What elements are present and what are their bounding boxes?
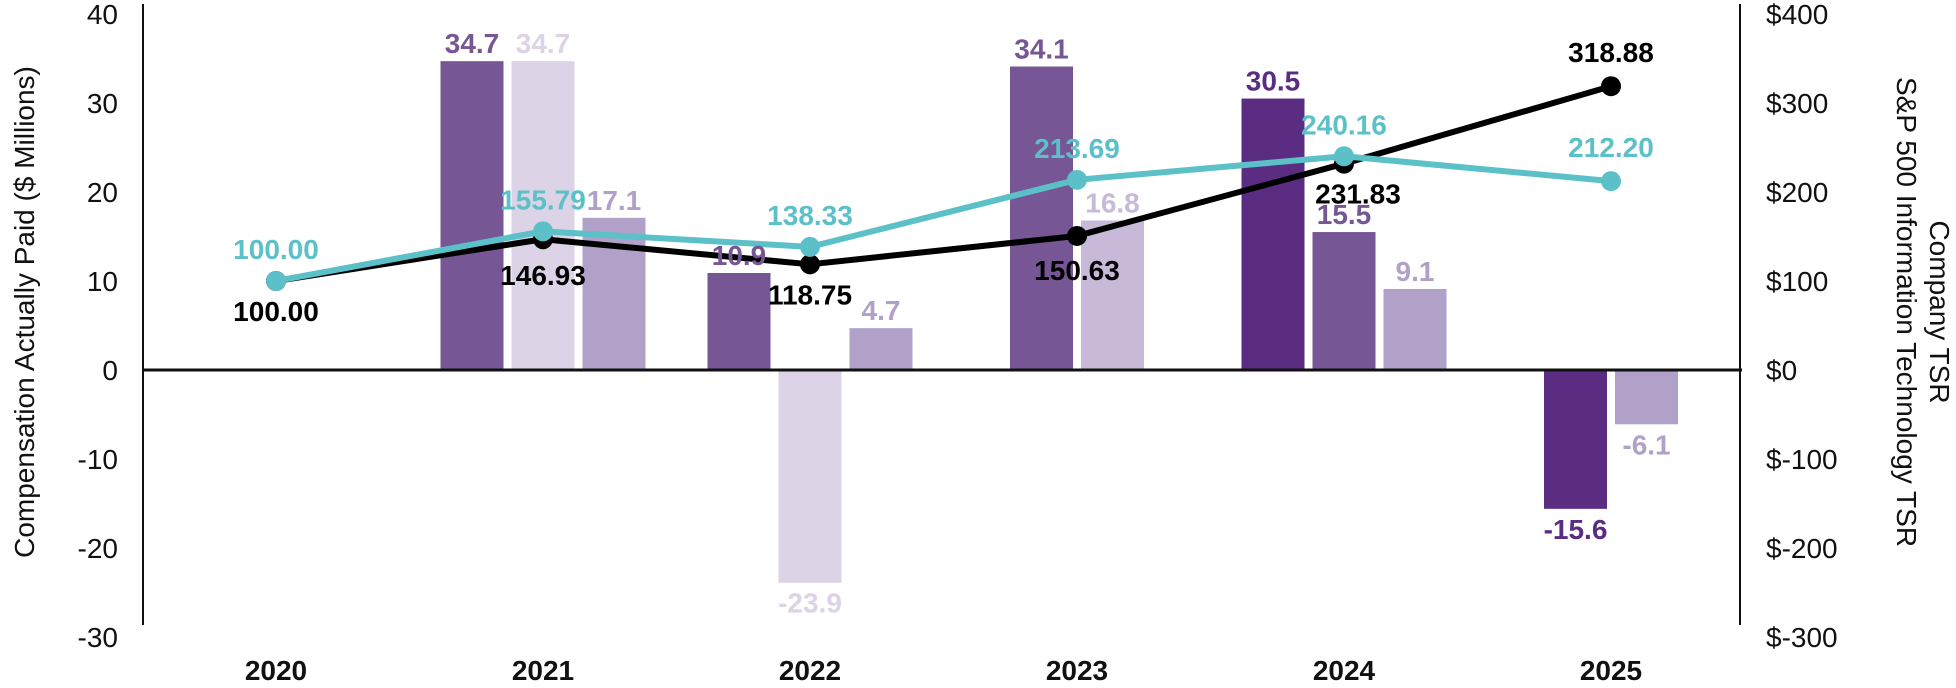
- right-axis-title-sp500-it-tsr: S&P 500 Information Technology TSR: [1891, 77, 1922, 547]
- bar-value-label: 17.1: [587, 185, 642, 216]
- x-tick-label: 2020: [245, 655, 307, 686]
- point-value-label: 146.93: [500, 260, 586, 291]
- series-point: [266, 271, 286, 291]
- left-tick-label: -10: [78, 444, 118, 475]
- lines: [266, 76, 1621, 291]
- series-point: [800, 254, 820, 275]
- x-tick-label: 2025: [1580, 655, 1642, 686]
- bar: [1615, 370, 1678, 425]
- x-tick-label: 2021: [512, 655, 574, 686]
- point-value-label: 318.88: [1568, 37, 1654, 68]
- bar-value-label: 4.7: [862, 295, 901, 326]
- bar: [1544, 370, 1607, 509]
- bar-value-label: 9.1: [1396, 256, 1435, 287]
- point-value-label: 231.83: [1315, 179, 1401, 210]
- bars: [440, 61, 1678, 583]
- left-axis-ticks: 40 30 20 10 0 -10 -20 -30: [78, 0, 118, 653]
- bar-value-label: -15.6: [1544, 514, 1608, 545]
- left-tick-label: -30: [78, 622, 118, 653]
- left-tick-label: 20: [87, 177, 118, 208]
- x-tick-label: 2023: [1046, 655, 1108, 686]
- x-tick-label: 2022: [779, 655, 841, 686]
- bar-value-label: 34.7: [445, 28, 500, 59]
- bar-value-label: 10.9: [712, 240, 767, 271]
- series-point: [800, 236, 820, 257]
- bar: [1010, 66, 1073, 370]
- bar: [440, 61, 504, 371]
- bar: [511, 61, 575, 371]
- right-tick-label: $200: [1766, 177, 1828, 208]
- left-tick-label: 40: [87, 0, 118, 30]
- bar: [1383, 289, 1447, 370]
- x-axis-ticks: 2020 2021 2022 2023 2024 2025: [245, 655, 1642, 686]
- line-data-labels: 100.00 146.93 118.75 150.63 231.83 318.88 100.…: [233, 37, 1654, 327]
- left-tick-label: 10: [87, 266, 118, 297]
- left-tick-label: -20: [78, 533, 118, 564]
- bar-value-label: 34.7: [516, 28, 571, 59]
- series-point: [1601, 171, 1621, 192]
- bar: [707, 272, 771, 370]
- right-tick-label: $-100: [1766, 444, 1838, 475]
- series-point: [1067, 169, 1087, 190]
- series-point: [1601, 76, 1621, 97]
- bar: [1081, 220, 1144, 370]
- point-value-label: 240.16: [1301, 109, 1387, 140]
- bar: [582, 217, 646, 370]
- point-value-label: 138.33: [767, 200, 853, 231]
- point-value-label: 100.00: [233, 296, 319, 327]
- bar-value-label: 30.5: [1246, 66, 1301, 97]
- point-value-label: 150.63: [1034, 255, 1120, 286]
- series-point: [1334, 146, 1354, 167]
- series-point: [533, 221, 553, 242]
- bar: [849, 328, 913, 370]
- point-value-label: 100.00: [233, 234, 319, 265]
- bar-data-labels: 34.7 34.7 17.1 10.9 -23.9 4.7 34.1 16.8 30.5 15.5…: [445, 28, 1671, 619]
- left-tick-label: 30: [87, 88, 118, 119]
- right-tick-label: $300: [1766, 88, 1828, 119]
- right-axis-ticks: $400 $300 $200 $100 $0 $-100 $-200 $-300: [1766, 0, 1838, 653]
- right-tick-label: $-300: [1766, 622, 1838, 653]
- bar-value-label: 16.8: [1085, 187, 1140, 218]
- series-point: [1067, 225, 1087, 246]
- right-tick-label: $0: [1766, 355, 1797, 386]
- bar: [1312, 232, 1376, 370]
- right-axis-title-company-tsr: Company TSR: [1924, 220, 1955, 403]
- right-tick-label: $-200: [1766, 533, 1838, 564]
- bar: [778, 370, 842, 583]
- bar-value-label: 34.1: [1014, 34, 1069, 65]
- point-value-label: 155.79: [500, 184, 586, 215]
- left-tick-label: 0: [102, 355, 118, 386]
- series-line: [275, 83, 1612, 284]
- right-tick-label: $100: [1766, 266, 1828, 297]
- series-line: [275, 153, 1612, 284]
- bar-value-label: -23.9: [778, 588, 842, 619]
- x-tick-label: 2024: [1313, 655, 1376, 686]
- bar-value-label: -6.1: [1622, 429, 1670, 460]
- point-value-label: 213.69: [1034, 133, 1120, 164]
- left-axis-title: Compensation Actually Paid ($ Millions): [9, 66, 40, 558]
- bar: [1241, 98, 1305, 371]
- point-value-label: 118.75: [768, 279, 852, 310]
- point-value-label: 212.20: [1568, 132, 1654, 163]
- bar-value-label: 15.5: [1317, 199, 1372, 230]
- right-tick-label: $400: [1766, 0, 1828, 30]
